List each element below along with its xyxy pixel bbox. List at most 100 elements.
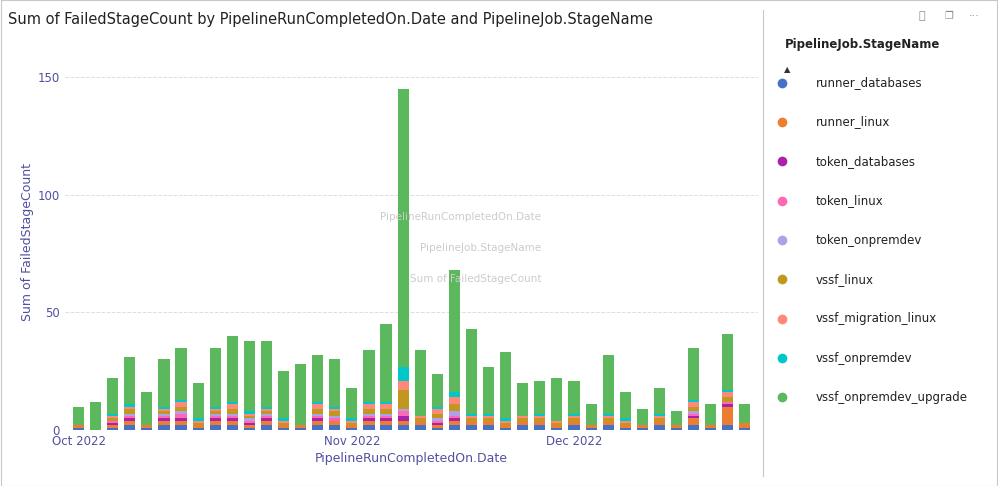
Bar — [90, 402, 101, 430]
Bar — [260, 414, 272, 416]
Bar — [176, 414, 187, 418]
Bar — [176, 407, 187, 411]
Bar — [432, 425, 443, 428]
Bar — [107, 423, 118, 425]
Bar — [449, 393, 460, 397]
X-axis label: PipelineRunCompletedOn.Date: PipelineRunCompletedOn.Date — [315, 452, 508, 465]
Bar — [620, 418, 631, 421]
Bar — [603, 425, 614, 430]
Bar — [107, 416, 118, 418]
Bar — [244, 425, 254, 428]
Bar — [449, 404, 460, 411]
Bar — [329, 425, 340, 430]
Bar — [654, 418, 665, 421]
Bar — [483, 414, 494, 416]
Bar — [329, 411, 340, 416]
Bar — [159, 414, 170, 416]
Bar — [466, 414, 477, 416]
Bar — [432, 407, 443, 409]
Bar — [124, 414, 136, 416]
Bar — [500, 425, 511, 428]
Bar — [414, 425, 426, 430]
Text: ❐: ❐ — [945, 11, 953, 21]
Bar — [312, 355, 323, 402]
Bar — [363, 421, 374, 425]
Bar — [414, 416, 426, 418]
Bar — [397, 409, 409, 411]
Bar — [380, 416, 391, 418]
Bar — [210, 409, 221, 411]
Bar — [688, 399, 700, 402]
Bar — [449, 416, 460, 418]
Bar — [107, 414, 118, 416]
Bar — [397, 416, 409, 421]
Bar — [107, 428, 118, 430]
Bar — [432, 418, 443, 421]
Bar — [244, 411, 254, 414]
Bar — [483, 366, 494, 414]
Bar — [227, 404, 238, 409]
Bar — [227, 409, 238, 414]
Text: token_databases: token_databases — [815, 155, 916, 168]
Bar — [483, 418, 494, 421]
Bar — [620, 425, 631, 428]
Bar — [449, 425, 460, 430]
Bar — [449, 270, 460, 393]
Bar — [380, 425, 391, 430]
Bar — [346, 418, 357, 421]
Text: vssf_linux: vssf_linux — [815, 273, 874, 286]
Bar — [329, 416, 340, 418]
Bar — [414, 418, 426, 421]
Text: Sum of FailedStageCount by PipelineRunCompletedOn.Date and PipelineJob.StageName: Sum of FailedStageCount by PipelineRunCo… — [8, 12, 653, 27]
Bar — [397, 366, 409, 381]
Bar — [312, 404, 323, 409]
Bar — [466, 329, 477, 414]
Bar — [603, 414, 614, 416]
Bar — [654, 421, 665, 425]
Bar — [260, 341, 272, 407]
Bar — [517, 418, 528, 421]
Bar — [312, 416, 323, 418]
Bar — [363, 418, 374, 421]
Bar — [312, 402, 323, 404]
Text: ⛉: ⛉ — [919, 11, 925, 21]
Bar — [363, 350, 374, 402]
Bar — [210, 414, 221, 416]
Bar — [569, 418, 580, 421]
Bar — [397, 381, 409, 390]
Bar — [363, 409, 374, 414]
Bar — [278, 421, 289, 423]
Bar — [723, 333, 734, 390]
Text: PipelineJob.StageName: PipelineJob.StageName — [784, 38, 940, 51]
Bar — [142, 428, 153, 430]
Bar — [397, 411, 409, 416]
Bar — [346, 425, 357, 428]
Bar — [329, 418, 340, 421]
Bar — [551, 378, 563, 421]
Bar — [107, 425, 118, 428]
Bar — [586, 404, 597, 425]
Bar — [740, 404, 750, 423]
Text: 11/7/2022 12:00:00 AM: 11/7/2022 12:00:00 AM — [555, 211, 691, 222]
Bar — [637, 409, 648, 425]
Bar — [193, 383, 204, 418]
Bar — [432, 423, 443, 425]
Bar — [688, 425, 700, 430]
Bar — [380, 404, 391, 409]
Bar — [124, 416, 136, 418]
Bar — [466, 416, 477, 418]
Bar — [671, 428, 682, 430]
Bar — [363, 404, 374, 409]
Bar — [107, 421, 118, 423]
Bar — [534, 421, 545, 425]
Bar — [500, 352, 511, 418]
Bar — [671, 425, 682, 428]
Bar — [278, 423, 289, 425]
Bar — [346, 423, 357, 425]
Bar — [517, 425, 528, 430]
Bar — [210, 425, 221, 430]
Bar — [295, 364, 306, 425]
Bar — [193, 428, 204, 430]
Bar — [278, 428, 289, 430]
Text: runner_databases: runner_databases — [815, 76, 922, 89]
